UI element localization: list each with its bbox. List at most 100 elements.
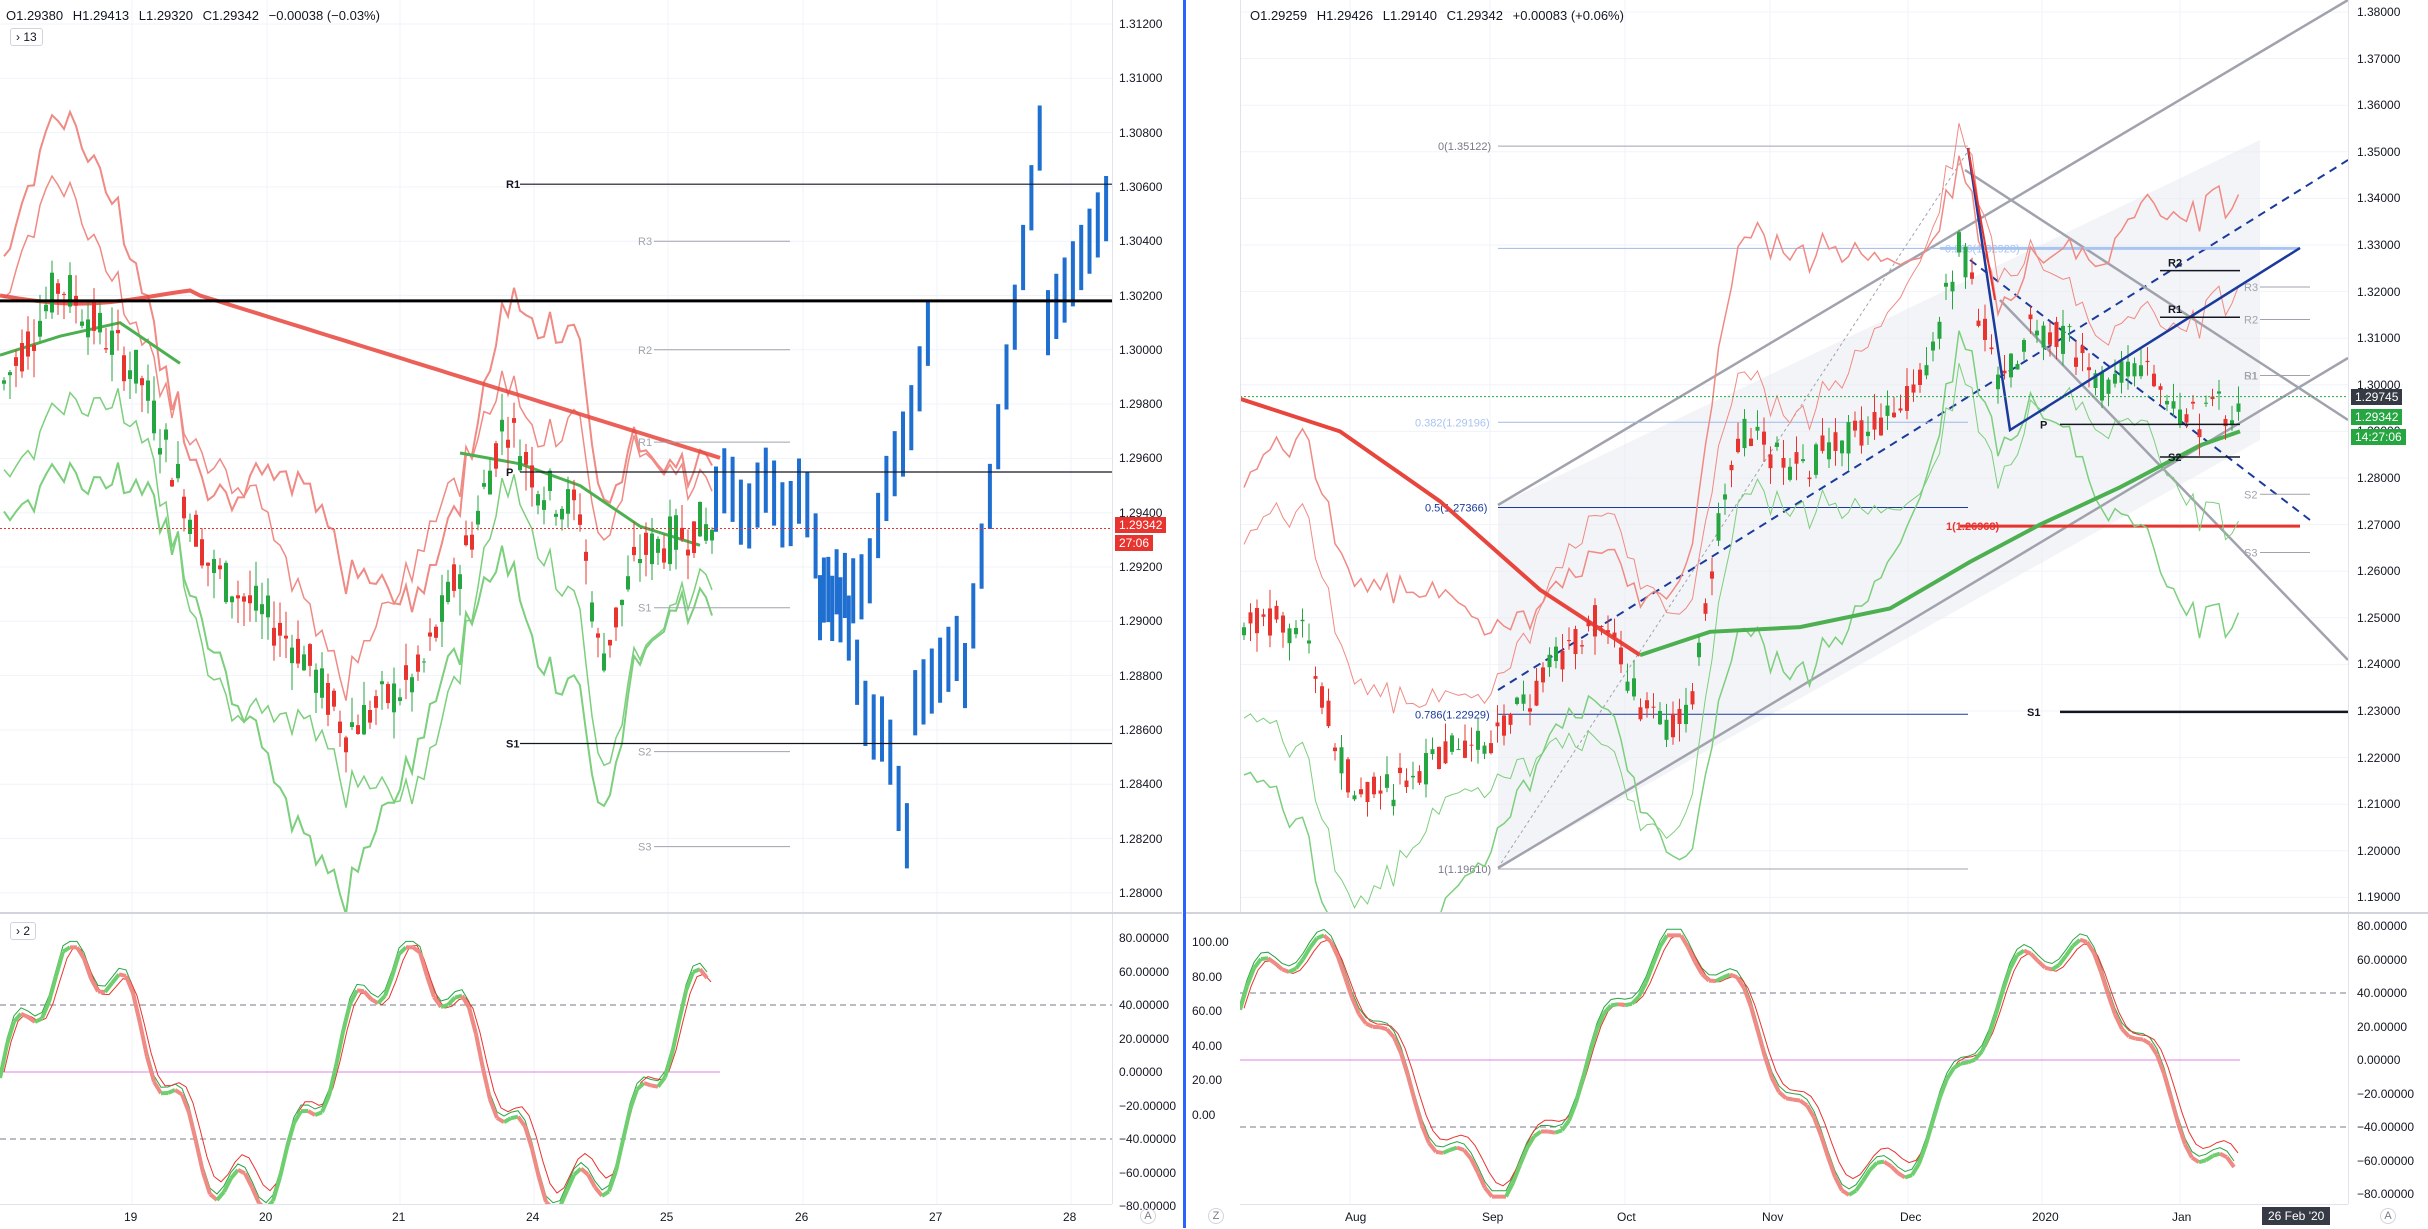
candle-body bbox=[1509, 714, 1513, 725]
stoch-signal-segment bbox=[2101, 972, 2108, 994]
candle-body bbox=[1704, 603, 1708, 614]
candle-body bbox=[2139, 365, 2143, 376]
candle-body bbox=[2035, 331, 2039, 336]
left-stochastic-chart bbox=[0, 914, 1112, 1204]
osc-axis-label: −20.00000 bbox=[2357, 1087, 2414, 1101]
moving-average-red bbox=[0, 291, 720, 458]
candle-body bbox=[1912, 384, 1916, 392]
candle-body bbox=[488, 471, 492, 495]
candle-body bbox=[242, 596, 246, 601]
pivot-s1-label: S1 bbox=[506, 738, 519, 750]
stoch-signal-segment bbox=[1905, 1175, 1912, 1177]
price-axis-label: 1.36000 bbox=[2357, 98, 2400, 112]
candle-body bbox=[608, 640, 612, 646]
time-axis-label: Aug bbox=[1345, 1210, 1366, 1224]
left-ohlc-readout: O1.29380 H1.29413 L1.29320 C1.29342 −0.0… bbox=[6, 8, 386, 23]
candle-body bbox=[1782, 458, 1786, 468]
stoch-signal-segment bbox=[168, 1090, 175, 1093]
stoch-signal-segment bbox=[2199, 1160, 2206, 1162]
candle-body bbox=[2185, 414, 2189, 422]
ohlc-close: C1.29342 bbox=[1447, 8, 1503, 23]
candle-body bbox=[128, 370, 132, 379]
left-auto-scale-button[interactable]: A bbox=[1140, 1208, 1156, 1224]
oscillator-toggle-button[interactable]: › 2 bbox=[10, 922, 36, 940]
stoch-signal-segment bbox=[1996, 990, 2003, 1014]
candle-body bbox=[344, 737, 348, 752]
stoch-signal-segment bbox=[1548, 1131, 1555, 1132]
candle-body bbox=[1561, 651, 1565, 669]
left-oscillator-pane[interactable]: › 2 bbox=[0, 914, 1112, 1204]
right-timezone-button[interactable]: Z bbox=[1208, 1208, 1224, 1224]
candle-body bbox=[1301, 620, 1305, 621]
candle-body bbox=[1691, 691, 1695, 704]
candle-body bbox=[1795, 452, 1799, 464]
candle-body bbox=[1268, 608, 1272, 635]
price-axis-label: 1.19000 bbox=[2357, 890, 2400, 904]
candle-body bbox=[1957, 232, 1961, 252]
price-axis-label: 1.23000 bbox=[2357, 704, 2400, 718]
candle-body bbox=[530, 465, 534, 487]
candle-body bbox=[410, 677, 414, 692]
candle-body bbox=[566, 489, 570, 514]
candle-body bbox=[1996, 375, 2000, 390]
stoch-signal-segment bbox=[336, 1032, 343, 1066]
candle-body bbox=[1450, 735, 1454, 751]
stoch-signal-segment bbox=[1471, 1159, 1478, 1173]
candle-body bbox=[518, 456, 522, 470]
candle-body bbox=[332, 691, 336, 707]
candle-body bbox=[80, 322, 84, 326]
candle-body bbox=[14, 357, 18, 366]
indicators-toggle-button[interactable]: › 13 bbox=[10, 28, 43, 46]
candle-body bbox=[710, 530, 714, 541]
stoch-signal-segment bbox=[588, 1175, 595, 1188]
candle-body bbox=[8, 372, 12, 375]
right-auto-scale-button[interactable]: A bbox=[2380, 1208, 2396, 1224]
stoch-signal-segment bbox=[1947, 1068, 1954, 1079]
candle-body bbox=[1970, 272, 1974, 278]
candle-body bbox=[2087, 367, 2091, 370]
right-upper-price-tag: 1.29745 bbox=[2351, 389, 2402, 405]
small-pivot-label: S2 bbox=[638, 747, 651, 759]
candle-body bbox=[494, 443, 498, 468]
candle-body bbox=[686, 550, 690, 556]
right-oscillator-pane[interactable] bbox=[1240, 914, 2348, 1204]
candle-body bbox=[2172, 401, 2176, 408]
price-axis-label: 1.31200 bbox=[1119, 17, 1162, 31]
stoch-signal-segment bbox=[1681, 935, 1688, 947]
stoch-signal-segment bbox=[1534, 1131, 1541, 1136]
stoch-signal-segment bbox=[2052, 965, 2059, 969]
candle-body bbox=[1587, 620, 1591, 626]
right-ohlc-readout: O1.29259 H1.29426 L1.29140 C1.29342 +0.0… bbox=[1250, 8, 1630, 23]
candle-body bbox=[110, 331, 114, 355]
candle-body bbox=[1489, 743, 1493, 753]
osc-left-axis-label: 80.00 bbox=[1192, 970, 1222, 984]
stoch-signal-segment bbox=[273, 1177, 280, 1201]
candle-body bbox=[1437, 747, 1441, 769]
osc-axis-label: 20.00000 bbox=[2357, 1020, 2407, 1034]
candle-body bbox=[2022, 340, 2026, 352]
right-main-pane[interactable]: 0(1.35122)0.236(1.32928)0.382(1.29196)0.… bbox=[1240, 0, 2348, 912]
candle-body bbox=[386, 684, 390, 703]
candle-body bbox=[308, 644, 312, 666]
stoch-signal-segment bbox=[1443, 1150, 1450, 1153]
candle-body bbox=[98, 313, 102, 333]
candle-body bbox=[632, 547, 636, 555]
stoch-signal-segment bbox=[637, 1083, 644, 1089]
candle-body bbox=[1359, 789, 1363, 794]
stoch-signal-segment bbox=[35, 1018, 42, 1022]
candle-body bbox=[1281, 616, 1285, 633]
candle-body bbox=[1717, 513, 1721, 541]
stoch-signal-segment bbox=[1660, 935, 1667, 946]
price-axis-label: 1.20000 bbox=[2357, 844, 2400, 858]
stoch-signal-segment bbox=[1401, 1053, 1408, 1076]
candle-body bbox=[62, 294, 66, 295]
candle-body bbox=[1951, 282, 1955, 292]
